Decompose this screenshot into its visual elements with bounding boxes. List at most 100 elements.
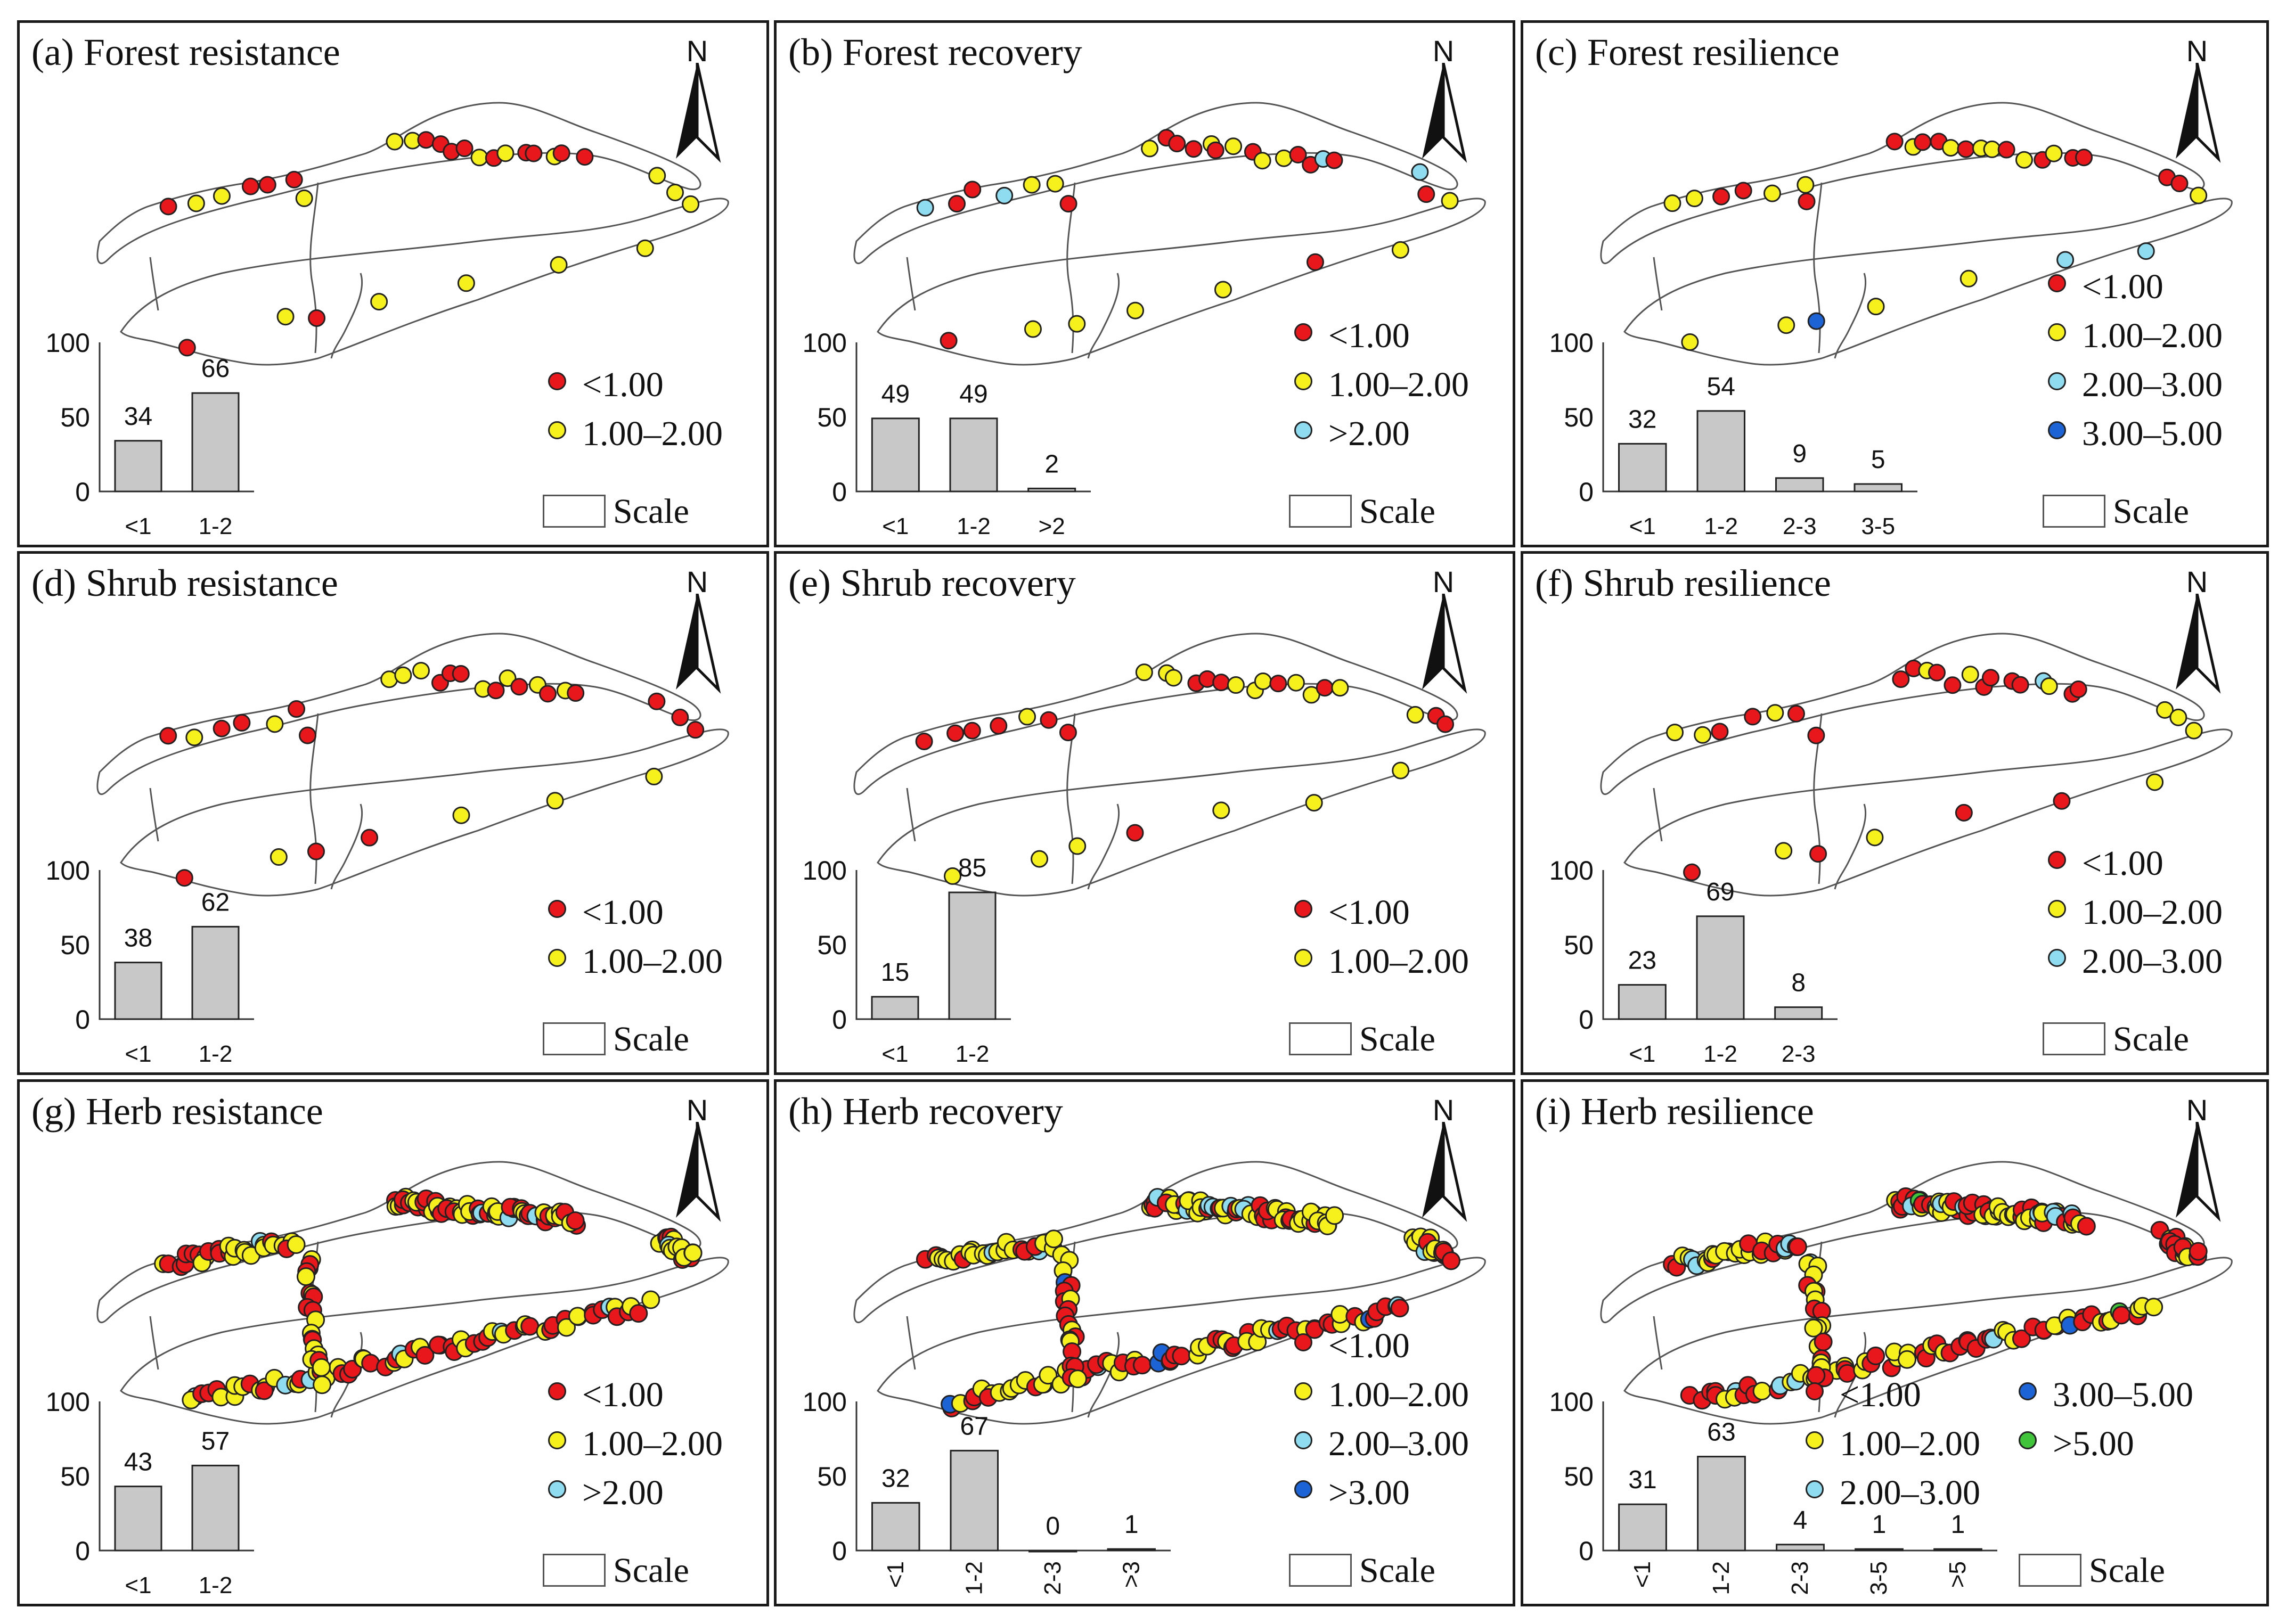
y-tick-label: 0: [832, 1536, 847, 1566]
y-tick-label: 50: [817, 930, 847, 960]
y-tick-label: 100: [46, 328, 90, 358]
region-map: [1600, 102, 2233, 366]
site-marker: [1981, 669, 1999, 687]
region-map: [1600, 633, 2233, 897]
y-tick-label: 50: [1564, 930, 1594, 960]
panel-title: (h) Herb recovery: [788, 1090, 1063, 1133]
y-tick-label: 50: [817, 1462, 847, 1491]
category-label: 1-2: [199, 1041, 233, 1067]
legend-label: >2.00: [582, 1473, 664, 1512]
category-label: 1-2: [1703, 1041, 1737, 1067]
bar-value-label: 49: [959, 380, 987, 408]
region-boundary: [96, 102, 701, 264]
bar-value-label: 31: [1628, 1466, 1656, 1494]
river-line: [330, 803, 363, 890]
site-marker: [1866, 1346, 1885, 1365]
category-label: >3: [1118, 1561, 1144, 1588]
site-marker: [386, 133, 404, 151]
histogram-bar: [1775, 477, 1824, 493]
site-marker: [520, 1317, 540, 1336]
site-marker: [1059, 724, 1077, 742]
y-tick-label: 0: [75, 477, 90, 507]
north-arrow-shape: [2176, 1122, 2221, 1222]
histogram-bar: [1696, 915, 1745, 1020]
site-marker: [550, 256, 568, 274]
legend-swatch: [2048, 851, 2066, 869]
river-line: [1653, 1316, 1663, 1370]
river-line: [1834, 273, 1867, 359]
site-marker: [648, 167, 666, 185]
site-marker: [538, 685, 557, 703]
map-panel: (e) Shrub recovery N <1.00 1.00–2.00 Scale 0 5…: [774, 551, 1515, 1075]
site-marker: [185, 728, 203, 747]
site-marker: [1766, 704, 1784, 722]
river-line: [1087, 803, 1120, 890]
histogram-bar: [191, 392, 240, 493]
category-label: 2-3: [1787, 1561, 1813, 1595]
map-panel: (a) Forest resistance N <1.00 1.00–2.00 Scal…: [17, 20, 769, 547]
legend-swatch: [548, 949, 566, 967]
legend-label: <1.00: [2082, 267, 2163, 306]
site-marker: [2137, 242, 2155, 260]
bar-value-label: 49: [881, 380, 910, 408]
legend-swatch: [2019, 1431, 2037, 1449]
site-marker: [1957, 140, 1975, 158]
category-label: <1: [883, 1561, 909, 1588]
site-marker: [1068, 315, 1086, 333]
site-marker: [1997, 141, 2015, 159]
site-marker: [2170, 175, 2189, 193]
region-map: [853, 633, 1486, 897]
panel-title: (a) Forest resistance: [31, 31, 340, 73]
site-marker: [213, 187, 231, 205]
site-marker: [470, 149, 488, 167]
site-marker: [1018, 708, 1036, 726]
y-tick-label: 100: [803, 856, 847, 885]
site-marker: [940, 332, 958, 350]
legend-swatch: [548, 1382, 566, 1400]
site-marker: [1798, 192, 1816, 210]
scale-bar: [2043, 495, 2105, 528]
category-label: <1: [1629, 513, 1656, 539]
region-map: [96, 633, 729, 897]
site-marker: [159, 727, 177, 745]
category-label: 2-3: [1040, 1561, 1066, 1595]
y-tick-label: 100: [1549, 856, 1594, 885]
legend-swatch: [1294, 323, 1312, 341]
category-label: <1: [1629, 1561, 1655, 1588]
bar-value-label: 43: [124, 1448, 152, 1477]
scale-bar: [543, 495, 606, 528]
bar-value-label: 57: [201, 1427, 230, 1455]
region-boundary: [1623, 1257, 2233, 1425]
site-marker: [1441, 192, 1459, 210]
site-marker: [452, 665, 470, 683]
site-marker: [1168, 135, 1186, 153]
site-marker: [2075, 149, 2093, 167]
y-tick-label: 100: [1549, 1387, 1594, 1417]
site-marker: [270, 848, 288, 866]
legend-label: 1.00–2.00: [582, 414, 723, 453]
category-label: 1-2: [199, 1572, 233, 1598]
scale-label: Scale: [613, 1551, 689, 1590]
y-tick-label: 0: [832, 1005, 847, 1035]
river-line: [906, 788, 916, 842]
site-marker: [1763, 184, 1781, 202]
site-marker: [1663, 194, 1681, 212]
site-marker: [1325, 151, 1343, 169]
north-label: N: [2186, 1093, 2208, 1127]
site-marker: [285, 170, 303, 188]
category-label: <1: [125, 513, 151, 539]
site-marker: [307, 842, 325, 860]
bar-value-label: 69: [1706, 878, 1734, 906]
site-marker: [2077, 1217, 2096, 1236]
site-marker: [1914, 133, 1932, 151]
legend-swatch: [548, 900, 566, 918]
site-marker: [1224, 137, 1243, 155]
legend-swatch: [2019, 1382, 2037, 1400]
category-label: <1: [881, 1041, 908, 1067]
legend-swatch: [548, 421, 566, 439]
category-label: 3-5: [1861, 513, 1895, 539]
histogram-bar: [1618, 1503, 1667, 1552]
site-marker: [1164, 669, 1182, 687]
river-line: [1087, 1332, 1120, 1418]
panel-title: (i) Herb resilience: [1535, 1090, 1814, 1133]
